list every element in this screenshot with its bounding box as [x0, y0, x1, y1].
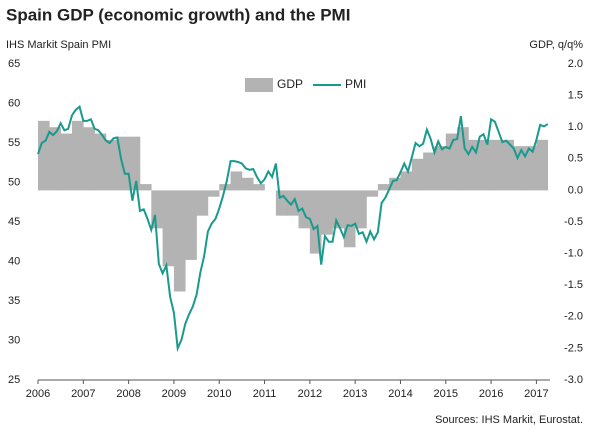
y2-tick-label: -0.5	[564, 216, 583, 228]
chart-title: Spain GDP (economic growth) and the PMI	[6, 5, 350, 24]
gdp-bar	[241, 177, 254, 191]
gdp-bar	[298, 190, 311, 229]
x-tick-label: 2008	[116, 388, 140, 400]
source: Sources: IHS Markit, Eurostat.	[435, 414, 583, 426]
y-tick-label: 50	[8, 176, 20, 188]
legend-label: PMI	[345, 77, 366, 91]
gdp-bar	[355, 190, 367, 229]
y2-axis-label: GDP, q/q%	[529, 39, 583, 51]
y-tick-label: 30	[8, 334, 20, 346]
x-tick-label: 2007	[71, 388, 95, 400]
gdp-bar	[513, 146, 526, 191]
x-tick-label: 2006	[26, 388, 50, 400]
gdp-bar	[151, 190, 163, 229]
gdp-bar	[525, 146, 537, 191]
gdp-bar	[434, 146, 447, 191]
y-tick-label: 40	[8, 255, 20, 267]
gdp-bar	[128, 136, 141, 191]
legend-label: GDP	[277, 77, 303, 91]
gdp-bar	[309, 190, 322, 254]
y2-tick-label: 2.0	[568, 58, 583, 70]
gdp-bar	[479, 139, 492, 191]
gdp-bar	[71, 120, 84, 191]
gdp-bar	[389, 177, 401, 191]
y-tick-label: 55	[8, 137, 20, 149]
y2-tick-label: -1.0	[564, 248, 583, 260]
y-tick-label: 25	[8, 374, 20, 386]
y-tick-label: 45	[8, 216, 20, 228]
gdp-bar	[366, 190, 379, 197]
gdp-bar	[230, 171, 243, 191]
y-tick-label: 60	[8, 97, 20, 109]
gdp-bar	[49, 127, 61, 191]
x-tick-label: 2010	[207, 388, 231, 400]
x-tick-label: 2013	[343, 388, 367, 400]
gdp-bar	[491, 139, 503, 191]
gdp-bar	[411, 158, 424, 191]
x-tick-label: 2011	[253, 388, 277, 400]
gdp-bar	[173, 190, 186, 292]
gdp-bar	[38, 120, 50, 191]
y2-tick-label: -2.5	[564, 342, 583, 354]
gdp-bar	[83, 127, 95, 191]
y2-tick-label: -3.0	[564, 374, 583, 386]
gdp-bar	[423, 152, 435, 191]
gdp-bar	[207, 190, 220, 197]
x-tick-label: 2017	[524, 388, 548, 400]
y-tick-label: 35	[8, 295, 20, 307]
legend-swatch	[245, 78, 273, 92]
y2-tick-label: -1.5	[564, 279, 583, 291]
gdp-bar	[105, 139, 118, 191]
gdp-bar	[343, 190, 356, 248]
y2-tick-label: 1.5	[568, 90, 583, 102]
y2-tick-label: -2.0	[564, 311, 583, 323]
y-tick-label: 65	[8, 58, 20, 70]
gdp-bar	[139, 184, 152, 191]
x-tick-label: 2009	[162, 388, 186, 400]
gdp-bar	[60, 133, 73, 191]
gdp-bar	[332, 190, 345, 229]
gdp-bar	[377, 184, 390, 191]
gdp-bar	[468, 139, 481, 191]
gdp-bar	[445, 133, 458, 191]
y2-tick-label: 0.5	[568, 153, 583, 165]
y2-tick-label: 1.0	[568, 121, 583, 133]
pmi-line	[37, 104, 549, 353]
x-tick-label: 2015	[434, 388, 458, 400]
x-tick-label: 2012	[298, 388, 322, 400]
x-tick-label: 2016	[479, 388, 503, 400]
gdp-bar	[321, 190, 333, 235]
gdp-bar	[275, 190, 288, 216]
gdp-bar	[457, 127, 469, 191]
y-axis-label: IHS Markit Spain PMI	[6, 39, 111, 51]
gdp-bar	[94, 133, 107, 191]
gdp-bar	[400, 171, 413, 191]
y2-tick-label: 0.0	[568, 184, 583, 196]
x-tick-label: 2014	[388, 388, 412, 400]
gdp-bar	[536, 139, 549, 191]
gdp-bar	[185, 190, 197, 260]
gdp-bar	[196, 190, 209, 216]
gdp-bar	[502, 139, 515, 191]
gdp-bar	[162, 190, 175, 267]
gdp-bar	[253, 184, 265, 191]
